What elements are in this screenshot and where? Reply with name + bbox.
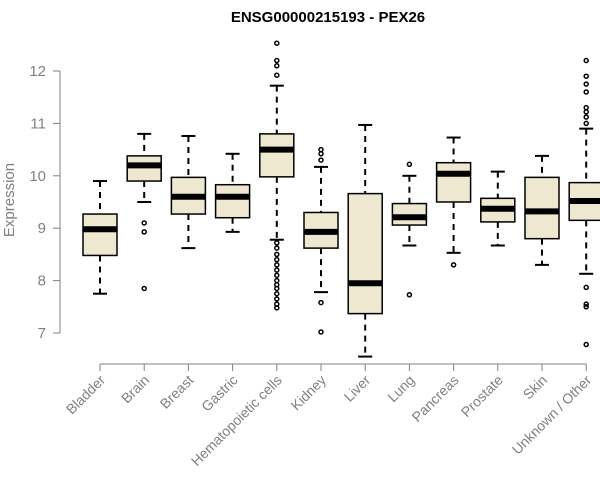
outlier-point [274, 57, 280, 64]
iqr-box [82, 213, 118, 257]
outlier-point [141, 285, 147, 292]
box-lung [391, 161, 428, 298]
outlier-point [274, 290, 280, 297]
outlier-point [274, 267, 280, 273]
outlier-point [141, 229, 147, 235]
iqr-box [126, 155, 162, 182]
outlier-point [583, 89, 589, 95]
chart-title: ENSG00000215193 - PEX26 [231, 9, 425, 26]
y-axis-label: Expression [1, 163, 18, 237]
outlier-point [583, 304, 589, 310]
y-axis: 7 8 9 10 11 12 [29, 63, 61, 342]
outlier-point [274, 40, 280, 46]
x-tick-label: Breast [157, 372, 197, 412]
x-tick-label: Brain [118, 372, 152, 406]
x-tick-label: Lung [384, 372, 417, 405]
outlier-point [274, 262, 280, 268]
outlier-point [583, 81, 589, 87]
x-tick-label: Kidney [288, 372, 330, 414]
box-unknown-other [568, 57, 600, 348]
x-tick-label: Pancreas [409, 372, 462, 425]
outlier-point [274, 277, 280, 284]
outlier-point [450, 262, 457, 268]
outlier-point [583, 57, 589, 64]
outlier-point [274, 285, 280, 292]
outlier-point [406, 161, 413, 168]
outlier-point [274, 72, 280, 78]
boxes [82, 40, 600, 358]
x-tick-label: Liver [341, 372, 374, 405]
outlier-point [274, 245, 280, 251]
iqr-box [214, 183, 251, 219]
x-tick-label: Unknown / Other [509, 372, 595, 458]
box-kidney [303, 146, 339, 335]
x-tick-label: Gastric [198, 372, 241, 415]
outlier-point [274, 240, 280, 246]
outlier-point [318, 146, 324, 153]
outlier-point [583, 109, 589, 115]
outlier-point [583, 301, 589, 307]
outlier-point [583, 284, 589, 291]
y-tick-label: 11 [30, 115, 46, 132]
box-pancreas [435, 136, 472, 268]
box-bladder [82, 180, 118, 295]
box-hematopoietic-cells [259, 40, 295, 311]
outlier-point [318, 151, 324, 157]
x-tick-label: Skin [520, 372, 551, 403]
y-tick-label: 7 [38, 325, 46, 342]
outlier-point [583, 73, 589, 79]
y-tick-label: 10 [29, 168, 46, 185]
outlier-point [141, 220, 147, 226]
iqr-box [524, 176, 560, 240]
outlier-point [274, 256, 280, 263]
y-tick-label: 12 [29, 63, 46, 80]
y-tick-label: 8 [38, 273, 46, 290]
x-tick-label: Bladder [63, 372, 109, 418]
iqr-box [259, 133, 295, 178]
box-brain [126, 132, 162, 292]
iqr-box [347, 192, 383, 315]
outlier-point [583, 104, 589, 111]
iqr-box [435, 161, 472, 203]
outlier-point [583, 120, 589, 127]
outlier-point [318, 329, 324, 335]
box-liver [347, 123, 383, 358]
outlier-point [583, 114, 589, 120]
outlier-point [406, 291, 413, 298]
box-prostate [480, 170, 516, 247]
box-skin [524, 154, 560, 266]
outlier-point [318, 157, 324, 163]
outlier-point [274, 305, 280, 311]
box-gastric [214, 152, 251, 233]
x-tick-label: Prostate [458, 372, 506, 420]
box-breast [170, 134, 207, 250]
y-tick-label: 9 [38, 220, 46, 237]
outlier-point [274, 251, 280, 258]
outlier-point [274, 63, 280, 69]
outlier-point [274, 296, 280, 302]
outlier-point [318, 299, 324, 306]
outlier-point [274, 272, 280, 279]
outlier-point [583, 341, 589, 348]
